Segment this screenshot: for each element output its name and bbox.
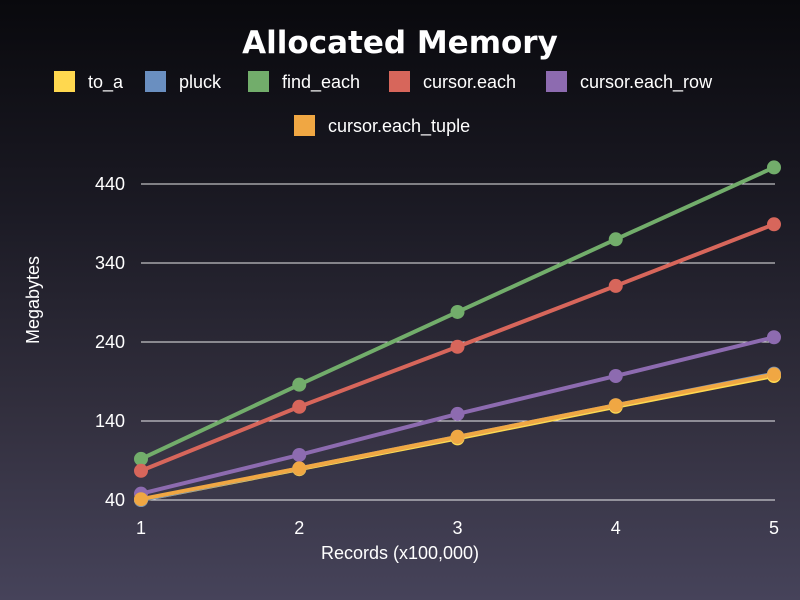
data-point: [608, 368, 623, 383]
x-tick-label: 2: [294, 518, 304, 538]
data-point: [450, 429, 465, 444]
x-tick-label: 3: [452, 518, 462, 538]
legend-label: cursor.each: [423, 72, 516, 92]
data-point: [767, 330, 781, 345]
legend-label: cursor.each_row: [580, 72, 713, 93]
legend-swatch: [294, 115, 315, 136]
data-point: [292, 461, 307, 476]
y-tick-label: 340: [95, 253, 125, 273]
y-tick-label: 140: [95, 411, 125, 431]
y-axis-ticks: 40 140 240 340 440: [95, 174, 125, 510]
data-point: [134, 463, 148, 478]
legend-swatch: [248, 71, 269, 92]
legend-item: cursor.each_row: [546, 71, 713, 93]
legend: to_a pluck find_each cursor.each cursor.each…: [54, 71, 713, 137]
data-point: [767, 217, 781, 232]
x-tick-label: 1: [136, 518, 146, 538]
data-point: [450, 406, 465, 421]
legend-label: cursor.each_tuple: [328, 116, 470, 137]
legend-item: to_a: [54, 71, 124, 93]
y-axis-label: Megabytes: [23, 256, 43, 344]
x-axis-label: Records (x100,000): [321, 543, 479, 563]
data-point: [608, 398, 623, 413]
chart-title: Allocated Memory: [242, 25, 558, 61]
x-tick-label: 4: [611, 518, 621, 538]
legend-item: find_each: [248, 71, 360, 93]
series-points: [134, 160, 781, 507]
legend-swatch: [54, 71, 75, 92]
legend-swatch: [546, 71, 567, 92]
x-axis-ticks: 1 2 3 4 5: [136, 518, 779, 538]
y-tick-label: 40: [105, 490, 125, 510]
legend-item: cursor.each: [389, 71, 516, 92]
y-tick-label: 240: [95, 332, 125, 352]
legend-label: find_each: [282, 72, 360, 93]
y-tick-label: 440: [95, 174, 125, 194]
data-point: [292, 447, 307, 462]
data-point: [292, 399, 307, 414]
legend-swatch: [389, 71, 410, 92]
legend-item: pluck: [145, 71, 222, 92]
data-point: [292, 377, 307, 392]
legend-item: cursor.each_tuple: [294, 115, 470, 137]
data-point: [134, 492, 148, 507]
data-point: [450, 339, 465, 354]
legend-label: pluck: [179, 72, 222, 92]
data-point: [608, 278, 623, 293]
legend-swatch: [145, 71, 166, 92]
data-point: [767, 367, 781, 382]
data-point: [134, 451, 148, 466]
data-point: [767, 160, 781, 175]
x-tick-label: 5: [769, 518, 779, 538]
series-lines: [139, 165, 776, 502]
legend-label: to_a: [88, 72, 124, 93]
data-point: [608, 232, 623, 247]
data-point: [450, 304, 465, 319]
